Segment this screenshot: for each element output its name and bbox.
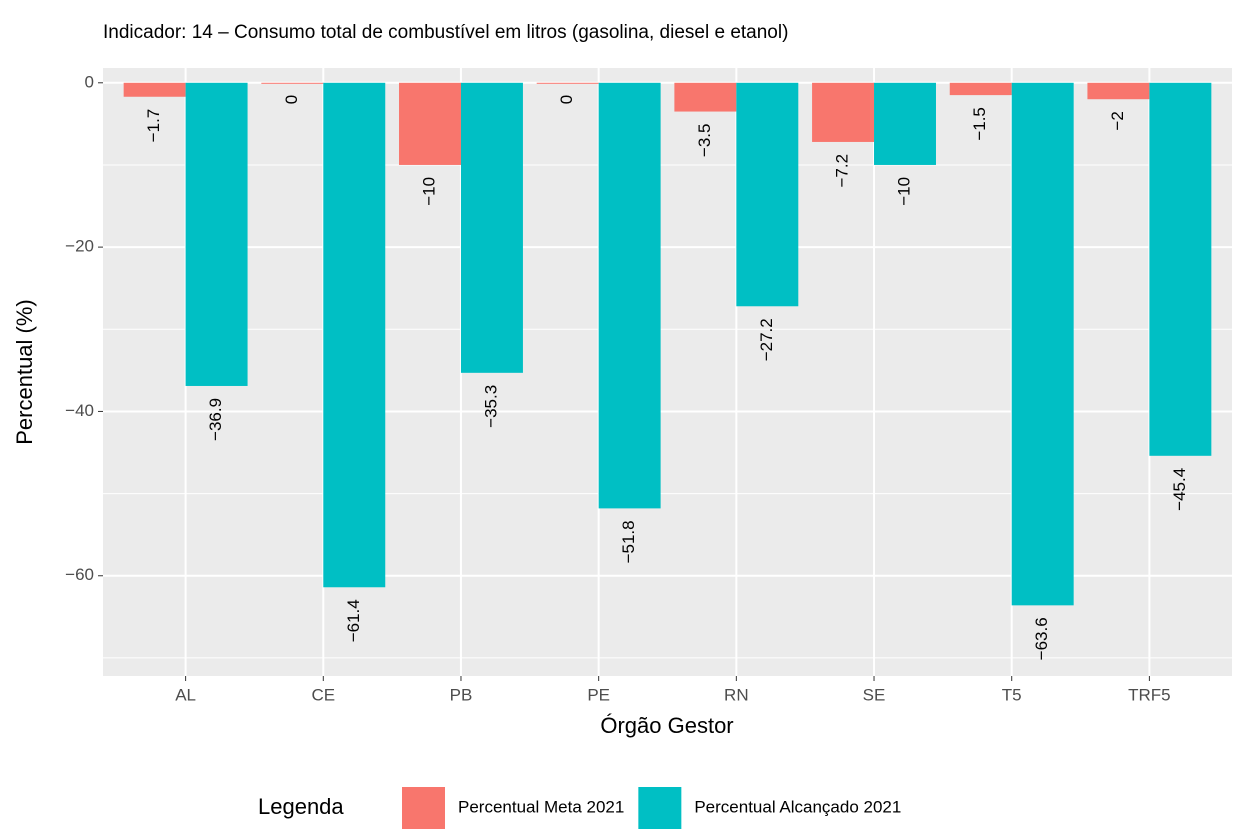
x-tick-label: SE bbox=[863, 685, 886, 704]
value-label: −1.7 bbox=[144, 109, 163, 143]
x-tick-label: RN bbox=[724, 685, 749, 704]
bar bbox=[1011, 82, 1074, 606]
x-tick-label: TRF5 bbox=[1128, 685, 1171, 704]
bar bbox=[536, 82, 599, 84]
value-label: −7.2 bbox=[833, 154, 852, 188]
bar bbox=[949, 82, 1012, 96]
y-tick-label: 0 bbox=[85, 72, 94, 91]
value-label: −36.9 bbox=[206, 398, 225, 441]
bar bbox=[736, 82, 799, 307]
bar bbox=[261, 82, 324, 84]
y-axis-title: Percentual (%) bbox=[12, 299, 37, 445]
y-tick-label: −20 bbox=[65, 237, 94, 256]
bar bbox=[185, 82, 248, 386]
x-axis-title: Órgão Gestor bbox=[600, 713, 733, 738]
bar bbox=[1087, 82, 1150, 100]
value-label: −51.8 bbox=[619, 520, 638, 563]
value-label: −10 bbox=[894, 177, 913, 206]
legend-title: Legenda bbox=[258, 794, 344, 819]
y-tick-label: −60 bbox=[65, 565, 94, 584]
value-label: 0 bbox=[282, 95, 301, 104]
value-label: −35.3 bbox=[481, 385, 500, 428]
bar bbox=[1149, 82, 1212, 456]
value-label: 0 bbox=[557, 95, 576, 104]
x-tick-label: PB bbox=[450, 685, 473, 704]
bar bbox=[323, 82, 386, 588]
bar bbox=[460, 82, 523, 373]
value-label: −61.4 bbox=[344, 599, 363, 642]
x-tick-label: PE bbox=[587, 685, 610, 704]
value-label: −2 bbox=[1108, 111, 1127, 130]
value-label: −63.6 bbox=[1032, 617, 1051, 660]
legend-label: Percentual Meta 2021 bbox=[458, 797, 624, 816]
bar bbox=[123, 82, 186, 97]
value-label: −10 bbox=[419, 177, 438, 206]
value-label: −27.2 bbox=[757, 318, 776, 361]
x-tick-label: AL bbox=[175, 685, 196, 704]
x-tick-label: CE bbox=[311, 685, 335, 704]
legend-key bbox=[402, 787, 445, 829]
value-label: −45.4 bbox=[1170, 468, 1189, 511]
chart-title: Indicador: 14 – Consumo total de combust… bbox=[103, 22, 788, 43]
value-label: −1.5 bbox=[970, 107, 989, 141]
x-tick-label: T5 bbox=[1002, 685, 1022, 704]
bar bbox=[598, 82, 661, 509]
bar bbox=[874, 82, 936, 165]
bar bbox=[399, 82, 461, 165]
bar bbox=[812, 82, 875, 142]
legend-key bbox=[638, 787, 682, 829]
bar bbox=[674, 82, 737, 112]
y-tick-label: −40 bbox=[65, 401, 94, 420]
value-label: −3.5 bbox=[695, 124, 714, 158]
legend-label: Percentual Alcançado 2021 bbox=[694, 797, 901, 816]
